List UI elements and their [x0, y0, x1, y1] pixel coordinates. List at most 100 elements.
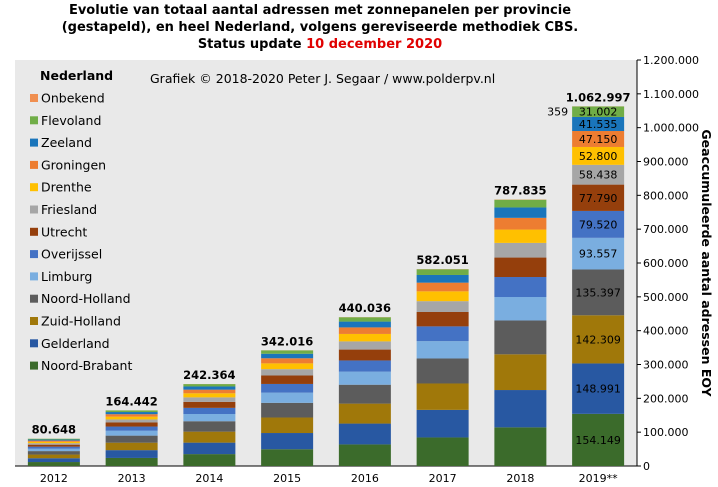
title-line-2: (gestapeld), en heel Nederland, volgens … — [61, 20, 579, 35]
segment-value-label: 135.397 — [575, 286, 621, 299]
bar-segment-limburg — [338, 371, 391, 385]
bar-segment-noord-holland — [494, 320, 547, 355]
bar-segment-gelderland — [261, 433, 314, 450]
legend-swatch — [30, 160, 38, 169]
bar-total-label: 164.442 — [105, 394, 157, 408]
bar-total-label: 582.051 — [416, 253, 468, 267]
bar-segment-drenthe — [183, 393, 236, 398]
y-tick-label: 600.000 — [643, 257, 689, 270]
bar-segment-limburg — [494, 297, 547, 321]
legend-title: Nederland — [40, 68, 113, 83]
title-status-prefix: Status update — [197, 37, 302, 52]
bar-segment-friesland — [105, 419, 158, 423]
x-tick-label: 2014 — [195, 472, 223, 485]
bar-segment-noord-brabant — [183, 454, 236, 466]
bar-segment-utrecht — [572, 184, 625, 211]
bar-segment-friesland — [572, 164, 625, 185]
x-tick-label: 2012 — [40, 472, 68, 485]
bar-segment-noord-brabant — [261, 449, 314, 466]
title-line-1: Evolutie van totaal aantal adressen met … — [68, 3, 572, 18]
segment-value-label: 52.800 — [579, 150, 618, 163]
x-tick-label: 2013 — [118, 472, 146, 485]
bar-segment-zuid-holland — [494, 354, 547, 391]
segment-value-label: 93.557 — [579, 248, 618, 261]
bar-segment-overijssel — [27, 446, 80, 449]
legend-label: Limburg — [41, 269, 92, 284]
y-tick-label: 500.000 — [643, 291, 689, 304]
bar-segment-zeeland — [416, 274, 469, 283]
chart-title: Evolutie van totaal aantal adressen met … — [0, 2, 640, 53]
legend-swatch — [30, 317, 38, 325]
bar-segment-noord-holland — [416, 358, 469, 384]
y-tick-label: 0 — [643, 460, 650, 473]
bar-segment-gelderland — [27, 458, 80, 463]
segment-value-label: 148.991 — [575, 383, 621, 396]
y-tick-label: 1.000.000 — [643, 122, 699, 135]
y-tick-label: 1.200.000 — [643, 54, 699, 67]
y-tick-label: 900.000 — [643, 156, 689, 169]
segment-value-label: 31.002 — [579, 106, 618, 119]
bar-segment-zeeland — [261, 353, 314, 359]
bar-segment-zeeland — [572, 116, 625, 132]
segment-value-label: 154.149 — [575, 434, 621, 447]
bar-segment-gelderland — [338, 423, 391, 445]
legend-swatch — [30, 250, 38, 259]
bar-segment-utrecht — [494, 257, 547, 278]
bar-segment-noord-brabant — [27, 462, 80, 466]
bar-segment-friesland — [494, 242, 547, 258]
bar-segment-noord-holland — [27, 451, 80, 455]
bar-segment-gelderland — [183, 442, 236, 455]
bar-segment-overijssel — [494, 277, 547, 298]
legend-swatch — [30, 183, 38, 192]
bar-segment-groningen — [261, 358, 314, 364]
x-tick-label: 2017 — [429, 472, 457, 485]
legend-label: Onbekend — [41, 91, 105, 106]
bar-segment-overijssel — [338, 360, 391, 372]
bar-segment-drenthe — [494, 229, 547, 243]
bar-segment-limburg — [27, 448, 80, 452]
legend-swatch — [30, 227, 38, 236]
legend-swatch — [30, 205, 38, 214]
bar-total-label: 80.648 — [32, 423, 76, 437]
bar-segment-noord-holland — [261, 402, 314, 418]
bar-segment-overijssel — [105, 426, 158, 431]
title-status-date: 10 december 2020 — [306, 37, 443, 52]
bar-segment-flevoland — [27, 438, 80, 440]
segment-value-label: 142.309 — [575, 333, 621, 346]
bar-segment-utrecht — [261, 375, 314, 384]
bar-segment-utrecht — [416, 312, 469, 327]
credit-text: Grafiek © 2018-2020 Peter J. Segaar / ww… — [150, 71, 495, 86]
bar-segment-limburg — [105, 430, 158, 436]
bar-segment-groningen — [572, 131, 625, 147]
legend-label: Noord-Holland — [41, 291, 131, 306]
y-tick-label: 300.000 — [643, 359, 689, 372]
x-tick-label: 2018 — [506, 472, 534, 485]
bar-segment-noord-brabant — [494, 427, 547, 466]
y-tick-label: 200.000 — [643, 392, 689, 405]
bar-segment-groningen — [416, 282, 469, 292]
bar-segment-zeeland — [27, 439, 80, 441]
bar-segment-drenthe — [572, 146, 625, 165]
y-tick-label: 700.000 — [643, 223, 689, 236]
legend-swatch — [30, 94, 38, 102]
bar-segment-zuid-holland — [338, 403, 391, 424]
bar-segment-overijssel — [416, 326, 469, 342]
bar-segment-zuid-holland — [416, 383, 469, 410]
bar-segment-gelderland — [494, 390, 547, 428]
bar-segment-noord-brabant — [416, 437, 469, 466]
bar-segment-utrecht — [105, 422, 158, 427]
bar-segment-flevoland — [105, 410, 158, 413]
y-tick-label: 100.000 — [643, 426, 689, 439]
segment-value-label: 79.520 — [579, 218, 618, 231]
legend-label: Utrecht — [41, 224, 87, 239]
bar-segment-drenthe — [416, 291, 469, 302]
bar-segment-zuid-holland — [105, 442, 158, 451]
bar-segment-noord-holland — [572, 269, 625, 316]
bar-segment-groningen — [338, 327, 391, 334]
y-axis-title: Geaccumuleerde aantal adressen EOY — [699, 129, 714, 397]
bar-total-label: 787.835 — [494, 183, 546, 197]
x-tick-label: 2019** — [579, 472, 618, 485]
legend-label: Overijssel — [41, 247, 102, 262]
bar-segment-noord-brabant — [338, 444, 391, 466]
